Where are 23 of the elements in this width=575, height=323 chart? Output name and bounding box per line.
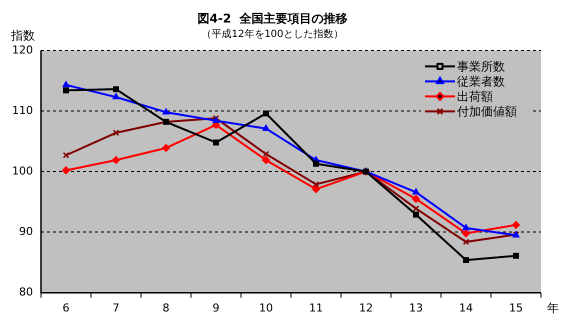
x-tick-label: 11 (309, 301, 323, 314)
x-tick-label: 13 (409, 301, 423, 314)
x-tick-label: 8 (162, 301, 170, 314)
x-tick-label: 7 (112, 301, 120, 314)
legend-label: 事業所数 (457, 60, 505, 74)
legend-label: 出荷額 (457, 90, 493, 104)
y-tick-label: 120 (12, 43, 33, 56)
y-tick-label: 110 (12, 104, 33, 117)
x-tick-label: 14 (459, 301, 473, 314)
x-tick-label: 9 (212, 301, 220, 314)
y-axis-title: 指数 (10, 28, 35, 43)
y-tick-label: 100 (12, 164, 33, 178)
y-tick-label: 80 (18, 286, 33, 299)
legend-label: 従業者数 (457, 74, 505, 89)
x-tick-label: 12 (359, 301, 373, 314)
chart-title: 図4-2 全国主要項目の推移 (197, 11, 348, 26)
x-axis-title: 年 (547, 300, 559, 315)
x-tick-label: 15 (509, 301, 523, 314)
x-tick-label: 10 (259, 301, 273, 314)
chart-subtitle: （平成12年を100とした指数） (202, 28, 344, 40)
x-tick-label: 6 (62, 301, 70, 314)
y-tick-label: 90 (18, 225, 33, 238)
legend-label: 付加価値額 (456, 104, 517, 119)
